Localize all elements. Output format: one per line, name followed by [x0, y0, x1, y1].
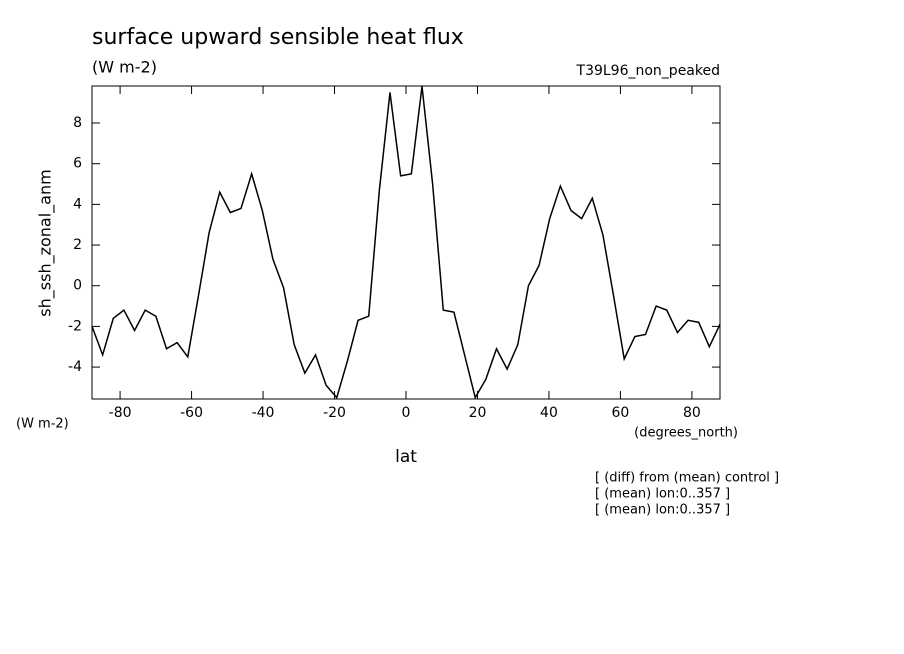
y-units: (W m-2) [16, 417, 69, 432]
chart-subtitle: (W m-2) [92, 58, 157, 77]
x-units: (degrees_north) [634, 426, 738, 441]
y-tick-label: -2 [68, 318, 82, 334]
chart-title: surface upward sensible heat flux [92, 25, 464, 50]
x-tick-label: 60 [612, 405, 630, 421]
x-tick-label: -40 [252, 405, 275, 421]
y-tick-label: 2 [73, 237, 82, 253]
note: [ (mean) lon:0..357 ] [595, 503, 730, 518]
note: [ (mean) lon:0..357 ] [595, 487, 730, 502]
y-tick-label: 0 [73, 278, 82, 294]
x-tick-label: 80 [683, 405, 701, 421]
x-tick-label: 40 [540, 405, 558, 421]
y-tick-label: 8 [73, 115, 82, 131]
y-tick-label: 6 [73, 156, 82, 172]
y-axis-label: sh_ssh_zonal_anm [36, 169, 56, 316]
x-tick-label: 20 [469, 405, 487, 421]
x-axis-label: lat [395, 447, 417, 467]
note: [ (diff) from (mean) control ] [595, 471, 779, 486]
data-line [91, 86, 721, 400]
x-tick-label: -80 [109, 405, 132, 421]
x-tick-label: -60 [180, 405, 203, 421]
x-tick-label: 0 [402, 405, 411, 421]
y-tick-label: 4 [73, 196, 82, 212]
dataset-label: T39L96_non_peaked [576, 63, 720, 79]
x-tick-label: -20 [323, 405, 346, 421]
y-tick-label: -4 [68, 359, 82, 375]
